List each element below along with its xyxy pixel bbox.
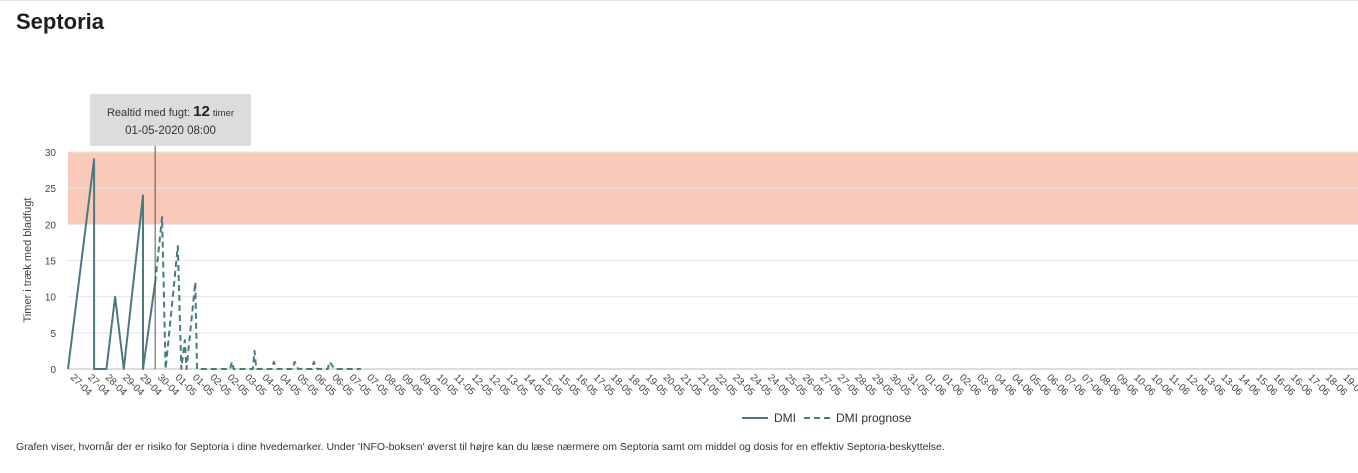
legend-item-dmi[interactable]: DMI xyxy=(742,411,796,425)
tooltip-unit: timer xyxy=(212,108,235,119)
hover-tooltip: Realtid med fugt: 12 timer 01-05-2020 08… xyxy=(90,94,251,146)
legend-label-prognose: DMI prognose xyxy=(836,411,912,425)
legend-label-dmi: DMI xyxy=(774,411,796,425)
legend-swatch-dashed xyxy=(804,417,830,419)
y-tick-label: 25 xyxy=(45,184,57,195)
top-divider xyxy=(0,0,1358,1)
series-line-dmi xyxy=(67,158,157,370)
y-tick-label: 30 xyxy=(45,148,57,159)
y-axis-label: Timer i træk med bladfugt xyxy=(22,198,34,323)
y-tick-label: 20 xyxy=(45,220,57,231)
series-line-prognose xyxy=(154,216,361,370)
tooltip-label: Realtid med fugt: xyxy=(106,107,191,119)
chart-caption: Grafen viser, hvornår der er risiko for … xyxy=(16,441,945,453)
page-title: Septoria xyxy=(16,9,105,34)
tooltip-value: 12 xyxy=(193,103,210,120)
y-tick-label: 15 xyxy=(45,257,57,268)
y-tick-label: 0 xyxy=(50,365,56,376)
legend-swatch-solid xyxy=(742,417,768,419)
y-tick-label: 5 xyxy=(50,329,56,340)
legend-item-prognose[interactable]: DMI prognose xyxy=(804,411,911,425)
tooltip-datetime: 01-05-2020 08:00 xyxy=(125,125,216,137)
chart-legend: DMI DMI prognose xyxy=(742,410,919,426)
y-tick-label: 10 xyxy=(45,293,57,304)
